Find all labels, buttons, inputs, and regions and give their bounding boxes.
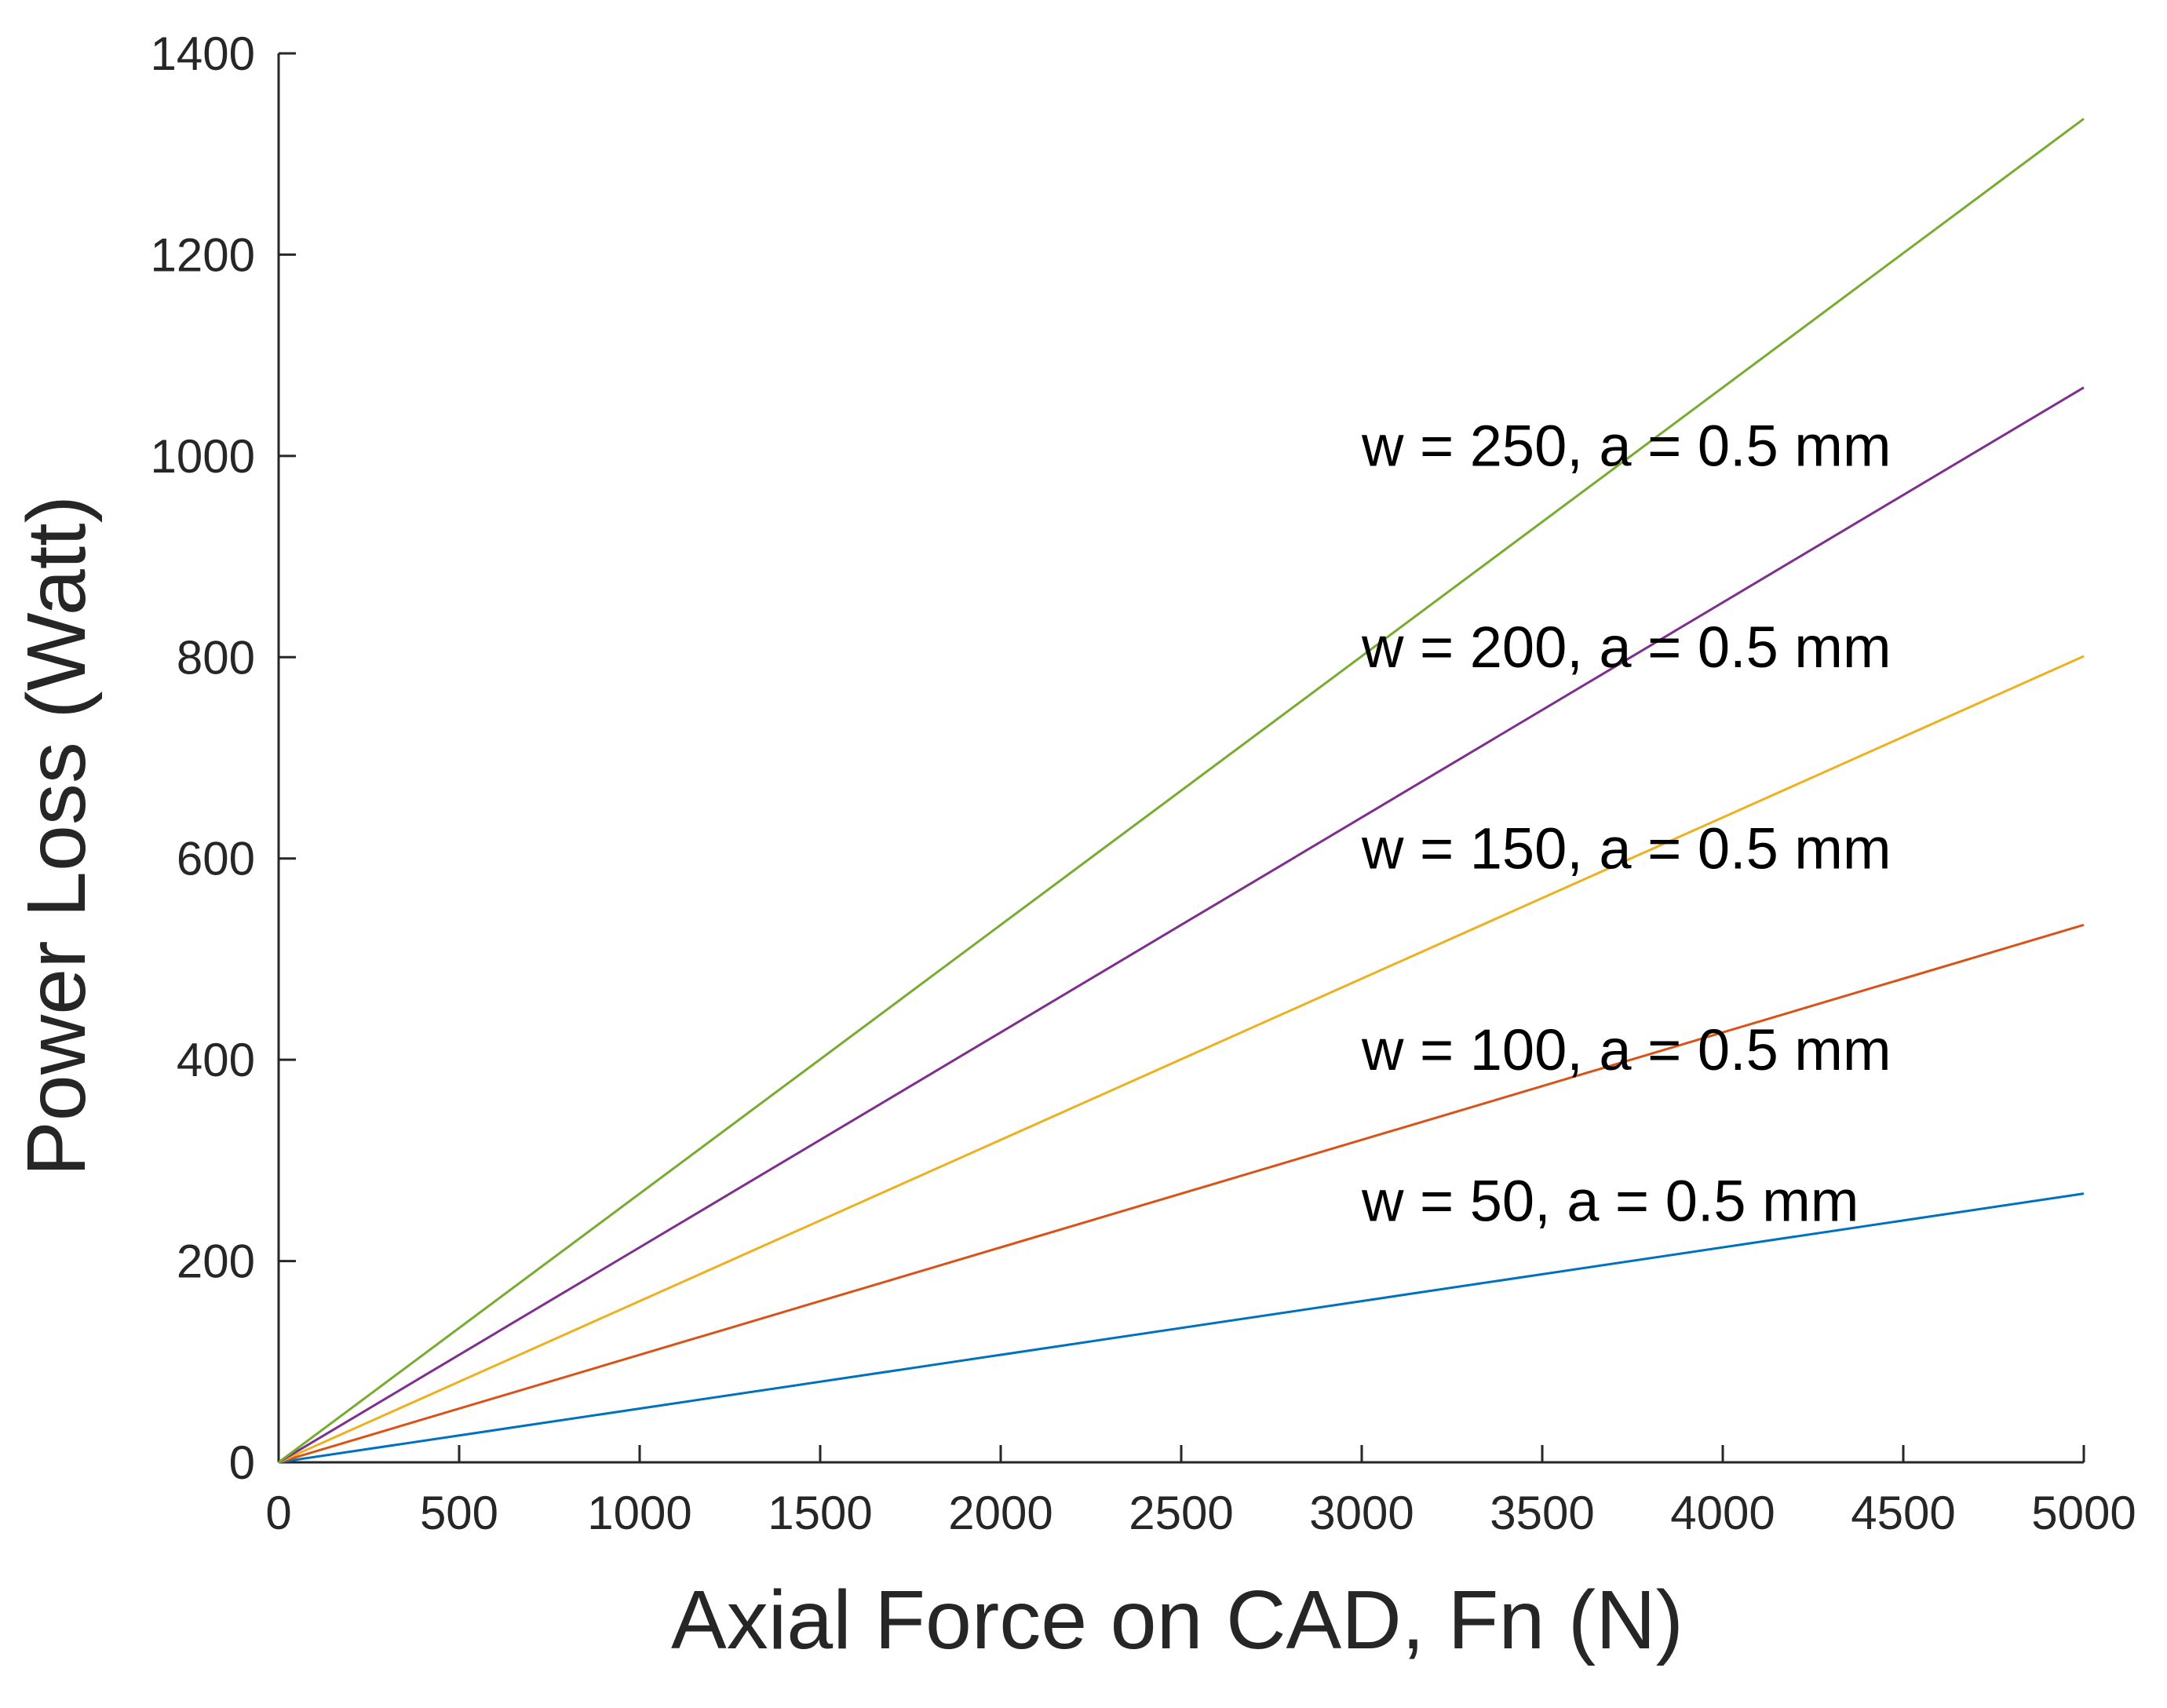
series-line bbox=[278, 386, 2085, 1464]
series-annotation: w = 100, a = 0.5 mm bbox=[1361, 1017, 1892, 1082]
y-tick-label: 600 bbox=[177, 833, 255, 885]
y-tick-label: 1200 bbox=[151, 228, 255, 281]
y-axis-title: Power Loss (Watt) bbox=[10, 495, 103, 1177]
series-line bbox=[278, 1192, 2085, 1464]
series-line bbox=[278, 923, 2085, 1464]
series-annotations: w = 50, a = 0.5 mm w = 100, a = 0.5 mm w =… bbox=[1361, 414, 1892, 1234]
y-tick-label: 200 bbox=[177, 1235, 255, 1288]
x-tick-label: 1000 bbox=[587, 1487, 691, 1539]
series-annotation: w = 250, a = 0.5 mm bbox=[1361, 414, 1892, 479]
series-lines bbox=[278, 118, 2085, 1464]
x-tick-label: 500 bbox=[420, 1487, 498, 1539]
y-tick-label: 400 bbox=[177, 1034, 255, 1086]
y-tick-label: 0 bbox=[229, 1436, 255, 1489]
x-tick-label: 1500 bbox=[768, 1487, 872, 1539]
x-tick-label: 4500 bbox=[1851, 1487, 1955, 1539]
series-annotation: w = 150, a = 0.5 mm bbox=[1361, 816, 1892, 881]
series-annotation: w = 200, a = 0.5 mm bbox=[1361, 615, 1892, 680]
x-tick-label: 5000 bbox=[2031, 1487, 2136, 1539]
x-tick-label: 3000 bbox=[1309, 1487, 1414, 1539]
axes: 0 500 1000 1500 2000 2500 3000 3500 4000 4500 5000… bbox=[151, 27, 2136, 1539]
y-tick-label: 1400 bbox=[151, 27, 255, 80]
x-tick-label: 0 bbox=[265, 1487, 291, 1539]
series-line bbox=[278, 655, 2085, 1464]
x-axis-title: Axial Force on CAD, Fn (N) bbox=[671, 1574, 1684, 1666]
series-annotation: w = 50, a = 0.5 mm bbox=[1361, 1168, 1859, 1233]
x-tick-label: 4000 bbox=[1670, 1487, 1775, 1539]
y-tick-label: 1000 bbox=[151, 430, 255, 483]
y-tick-label: 800 bbox=[177, 631, 255, 684]
series-line bbox=[278, 118, 2085, 1464]
x-tick-label: 3500 bbox=[1490, 1487, 1594, 1539]
x-tick-label: 2000 bbox=[948, 1487, 1052, 1539]
x-tick-label: 2500 bbox=[1129, 1487, 1233, 1539]
